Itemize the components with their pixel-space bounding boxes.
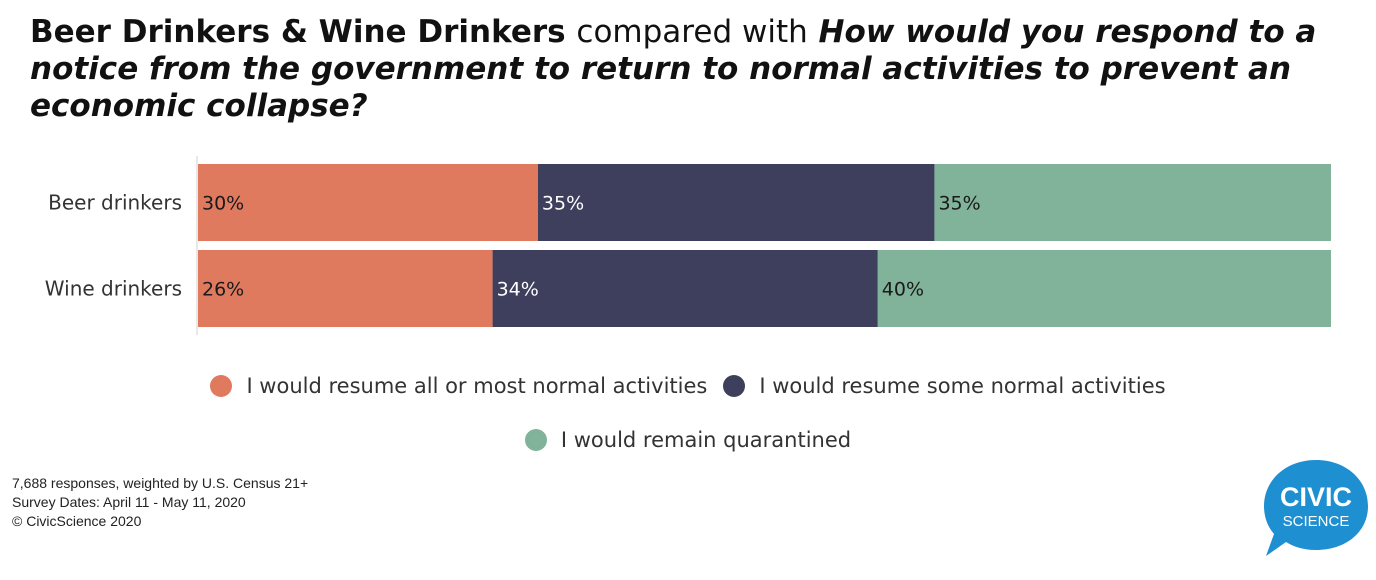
civicscience-logo: CIVIC SCIENCE — [1264, 460, 1368, 556]
legend-label-resume-all: I would resume all or most normal activi… — [246, 374, 708, 398]
footer-notes: 7,688 responses, weighted by U.S. Census… — [12, 474, 308, 531]
category-label-beer-drinkers: Beer drinkers — [48, 191, 182, 215]
legend-item-resume-all: I would resume all or most normal activi… — [210, 374, 707, 398]
footer-copyright: © CivicScience 2020 — [12, 513, 142, 529]
stacked-bar-chart: Beer drinkers 30% 35% 35% Wine drinkers 26% 34… — [45, 156, 1331, 335]
bar-wine-drinkers-quarantined — [877, 250, 1331, 327]
title-normal: compared with — [576, 14, 808, 50]
data-label-beer-drinkers-resume-all: 30% — [202, 193, 244, 215]
legend-row-1: I would resume all or most normal activi… — [0, 374, 1376, 398]
chart-title: Beer Drinkers & Wine Drinkers compared w… — [30, 14, 1350, 125]
logo-text-civic: CIVIC — [1280, 482, 1352, 512]
data-label-wine-drinkers-quarantined: 40% — [882, 279, 924, 301]
data-label-beer-drinkers-resume-some: 35% — [542, 193, 584, 215]
legend-item-resume-some: I would resume some normal activities — [723, 374, 1166, 398]
legend-swatch-resume-some — [723, 375, 746, 397]
bar-beer-drinkers-resume-all — [198, 164, 538, 241]
data-label-wine-drinkers-resume-all: 26% — [202, 279, 244, 301]
bar-wine-drinkers-resume-all — [198, 250, 493, 327]
legend-swatch-quarantined — [524, 429, 547, 451]
legend-swatch-resume-all — [210, 375, 233, 397]
bar-beer-drinkers-quarantined — [934, 164, 1331, 241]
title-bold: Beer Drinkers & Wine Drinkers — [30, 14, 566, 50]
legend-item-quarantined: I would remain quarantined — [524, 428, 852, 452]
data-label-beer-drinkers-quarantined: 35% — [938, 193, 980, 215]
footer-survey-dates: Survey Dates: April 11 - May 11, 2020 — [12, 494, 246, 510]
category-label-wine-drinkers: Wine drinkers — [45, 277, 182, 301]
bar-beer-drinkers-resume-some — [537, 164, 935, 241]
bar-wine-drinkers-resume-some — [492, 250, 878, 327]
legend-row-2: I would remain quarantined — [0, 428, 1376, 452]
legend-label-quarantined: I would remain quarantined — [560, 428, 852, 452]
data-label-wine-drinkers-resume-some: 34% — [497, 279, 539, 301]
logo-text-science: SCIENCE — [1283, 513, 1350, 530]
footer-responses: 7,688 responses, weighted by U.S. Census… — [12, 475, 309, 491]
legend-label-resume-some: I would resume some normal activities — [759, 374, 1166, 398]
logo-speech-bubble — [1264, 460, 1368, 556]
title-question: How would you respond to a notice from t… — [30, 14, 1317, 124]
